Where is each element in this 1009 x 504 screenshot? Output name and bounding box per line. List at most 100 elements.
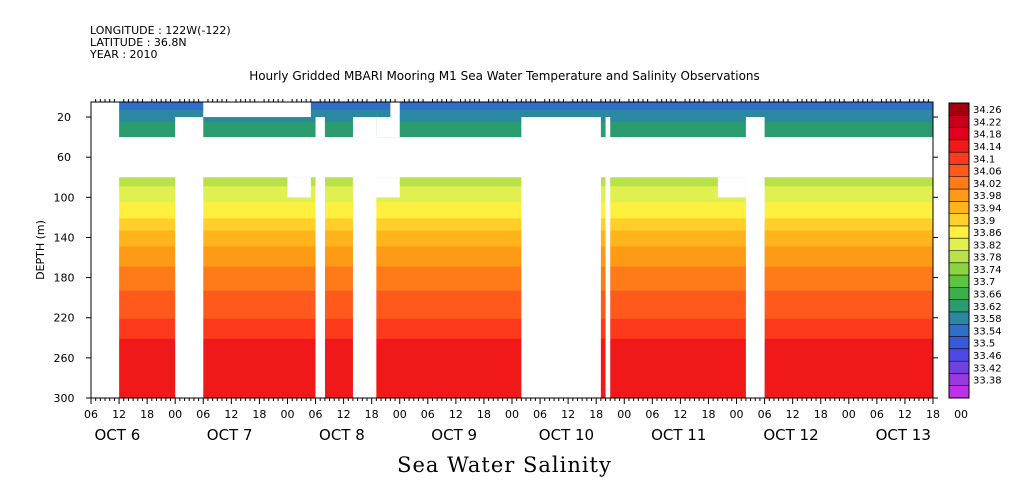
heatmap-band	[91, 122, 933, 127]
x-tick-label: 00	[393, 408, 407, 421]
colorbar-label: 34.22	[973, 117, 1002, 128]
heatmap-band	[91, 210, 933, 215]
colorbar-swatch	[949, 238, 969, 251]
heatmap-band	[91, 326, 933, 332]
heatmap-band	[91, 278, 933, 284]
colorbar-label: 33.46	[973, 351, 1002, 362]
heatmap-band	[91, 350, 933, 356]
heatmap-band	[91, 302, 933, 308]
heatmap-band	[91, 322, 933, 328]
x-tick-label: 12	[898, 408, 912, 421]
date-label: OCT 7	[207, 426, 253, 444]
heatmap-band	[91, 226, 933, 232]
heatmap-band	[91, 282, 933, 288]
y-tick-label: 180	[54, 272, 75, 285]
colorbar-swatch	[949, 152, 969, 165]
heatmap-band	[91, 314, 933, 320]
data-gap	[203, 102, 311, 118]
heatmap-band	[91, 270, 933, 276]
heatmap-band	[91, 106, 933, 111]
y-tick-label: 220	[54, 312, 75, 325]
axes: 20 60 100 140 180 220 260 300 06 12 18 00 06 12 18 00 06…	[54, 99, 968, 444]
x-tick-label: 12	[449, 408, 463, 421]
heatmap-band	[91, 318, 933, 324]
x-tick-label: 00	[168, 408, 182, 421]
data-gap	[717, 177, 746, 198]
x-tick-label: 06	[758, 408, 772, 421]
x-tick-label: 06	[870, 408, 884, 421]
data-gap	[586, 177, 601, 198]
y-tick-label: 100	[54, 191, 75, 204]
data-gap	[315, 177, 325, 398]
heatmap-band	[91, 258, 933, 264]
data-gap	[521, 117, 601, 398]
colorbar-swatch	[949, 127, 969, 141]
colorbar-swatch	[949, 213, 969, 227]
colorbar-label: 33.7	[973, 277, 995, 288]
colorbar-swatch	[949, 201, 969, 215]
colorbar-swatch	[949, 176, 969, 190]
data-gap	[352, 117, 377, 398]
heatmap-band	[91, 386, 933, 392]
data-gap	[91, 102, 120, 398]
heatmap-band	[91, 346, 933, 352]
colorbar-swatch	[949, 361, 969, 374]
heatmap-band	[91, 190, 933, 195]
colorbar-swatch	[949, 225, 969, 239]
colorbar-swatch	[949, 262, 969, 276]
colorbar-label: 33.9	[973, 216, 995, 227]
chart-title: Hourly Gridded MBARI Mooring M1 Sea Wate…	[249, 69, 760, 83]
data-gaps	[91, 102, 933, 398]
data-gap	[175, 117, 204, 398]
date-label: OCT 10	[539, 426, 594, 444]
colorbar-swatch	[949, 275, 969, 288]
heatmap-band	[91, 194, 933, 199]
heatmap-band	[91, 378, 933, 384]
x-tick-label: 00	[842, 408, 856, 421]
heatmap-band	[91, 262, 933, 268]
colorbar-label: 34.02	[973, 179, 1002, 190]
footer-label: Sea Water Salinity	[397, 453, 612, 477]
x-tick-label: 12	[337, 408, 351, 421]
heatmap-band	[91, 134, 933, 139]
colorbar-label: 33.58	[973, 314, 1002, 325]
heatmap-band	[91, 250, 933, 256]
x-tick-label: 06	[645, 408, 659, 421]
colorbar-label: 34.18	[973, 130, 1002, 141]
data-gap	[745, 117, 765, 398]
colorbar-label: 33.78	[973, 253, 1002, 264]
colorbar-label: 34.26	[973, 105, 1002, 116]
x-tick-label: 12	[112, 408, 126, 421]
heatmap-band	[91, 234, 933, 240]
heatmap-band	[91, 246, 933, 252]
x-tick-label: 06	[84, 408, 98, 421]
colorbar-label: 34.06	[973, 167, 1002, 178]
y-tick-label: 140	[54, 231, 75, 244]
x-tick-label: 00	[505, 408, 519, 421]
colorbar-swatch	[949, 311, 969, 325]
heatmap-band	[91, 306, 933, 312]
date-label: OCT 12	[763, 426, 818, 444]
x-tick-label: 18	[926, 408, 940, 421]
colorbar-swatch	[949, 139, 969, 153]
x-tick-label: 18	[365, 408, 379, 421]
colorbar-swatch	[949, 115, 969, 129]
colorbar-label: 33.54	[973, 326, 1002, 337]
data-gap	[390, 102, 400, 118]
heatmap-band	[91, 354, 933, 360]
x-tick-label: 18	[814, 408, 828, 421]
colorbar: 34.2634.2234.1834.1434.134.0634.0233.983…	[948, 102, 1002, 399]
latitude-label: LATITUDE : 36.8N	[90, 36, 187, 49]
y-tick-label: 60	[57, 151, 71, 164]
heatmap-band	[91, 362, 933, 368]
colorbar-label: 33.82	[973, 240, 1002, 251]
heatmap-band	[91, 126, 933, 131]
data-gap	[352, 177, 400, 198]
y-axis-label: DEPTH (m)	[34, 220, 47, 280]
heatmap-band	[91, 366, 933, 372]
colorbar-label: 34.1	[973, 154, 995, 165]
colorbar-label: 33.66	[973, 290, 1002, 301]
heatmap-band	[91, 338, 933, 344]
x-tick-label: 18	[589, 408, 603, 421]
